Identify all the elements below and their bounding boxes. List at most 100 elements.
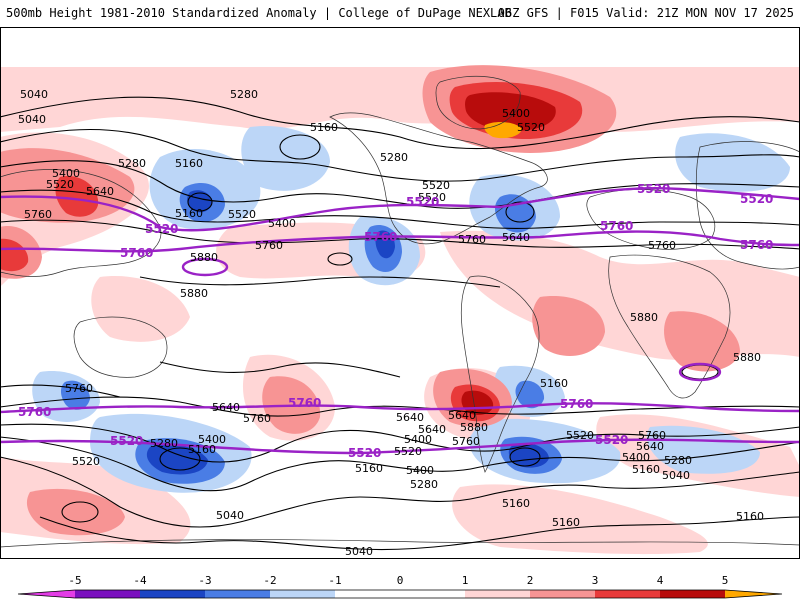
contour-label: 5160 (188, 443, 216, 456)
contour-label: 5760 (65, 382, 93, 395)
contour-label: 5760 (458, 233, 486, 246)
legend-tick: 0 (397, 574, 404, 587)
key-contour-line (181, 257, 229, 277)
contour-label: 5160 (502, 497, 530, 510)
color-legend: -5 -4 -3 -2 -1 0 1 2 3 4 5 (17, 574, 783, 599)
key-contour-label: 5760 (560, 397, 593, 411)
legend-bin-m4 (75, 590, 140, 598)
key-contour-labels: 5520 5760 5520 5760 5520 5760 5520 5760 … (18, 182, 773, 460)
contour-label: 5520 (72, 455, 100, 468)
anomaly-positive-3 (0, 238, 29, 272)
contour-label: 5160 (552, 516, 580, 529)
contour-label: 5160 (540, 377, 568, 390)
key-contour-line (0, 438, 800, 455)
contour-label: 5280 (150, 437, 178, 450)
legend-ticks: -5 -4 -3 -2 -1 0 1 2 3 4 5 (68, 574, 728, 587)
anomaly-positive-2 (532, 296, 605, 356)
contour-label: 5040 (662, 469, 690, 482)
legend-bin-p1 (465, 590, 530, 598)
contour-label: 5520 (228, 208, 256, 221)
anomaly-positive-4 (465, 92, 556, 131)
contour-label: 5040 (20, 88, 48, 101)
anomaly-positive-1 (91, 276, 190, 342)
contour-label: 5880 (190, 251, 218, 264)
contour-label: 5160 (175, 207, 203, 220)
legend-tick: -5 (68, 574, 81, 587)
contour-label: 5520 (517, 121, 545, 134)
contour-label: 5040 (216, 509, 244, 522)
contour-label: 5640 (448, 409, 476, 422)
key-contour-line (0, 402, 800, 414)
contour-label: 5400 (268, 217, 296, 230)
legend-tick: -1 (328, 574, 341, 587)
contour-label: 5160 (632, 463, 660, 476)
key-contour-line (678, 362, 722, 382)
contour-label: 5400 (52, 167, 80, 180)
contour-label: 5520 (394, 445, 422, 458)
height-contours (0, 96, 800, 551)
contour-label: 5280 (118, 157, 146, 170)
legend-tick: 1 (462, 574, 469, 587)
contour-label: 5880 (180, 287, 208, 300)
anomaly-negative-1 (646, 425, 760, 474)
legend-bin-p4 (660, 590, 725, 598)
contour-label: 5760 (638, 429, 666, 442)
legend-tick: 3 (592, 574, 599, 587)
key-contour-label: 5760 (18, 405, 51, 419)
key-contour-label: 5520 (145, 222, 178, 236)
legend-bin-p5 (725, 590, 782, 598)
contour-label: 5280 (230, 88, 258, 101)
contour-label: 5760 (452, 435, 480, 448)
legend-bin-m2 (205, 590, 270, 598)
model-valid-time: 06Z GFS | F015 Valid: 21Z MON NOV 17 202… (497, 6, 794, 20)
anomaly-positive-1 (452, 484, 708, 555)
contour-label: 5520 (566, 429, 594, 442)
anomaly-positive-5 (484, 121, 522, 139)
contour-label: 5760 (243, 412, 271, 425)
contour-label: 5640 (86, 185, 114, 198)
legend-bin-p2 (530, 590, 595, 598)
contour-label: 5280 (664, 454, 692, 467)
anomaly-map: 5040 5280 5160 5160 5280 5400 5520 5640 … (0, 27, 800, 559)
key-contour-line (0, 230, 800, 253)
anomaly-negative-3 (187, 190, 212, 213)
key-contour-label: 5520 (740, 192, 773, 206)
key-contours (0, 187, 800, 455)
contour-label: 5880 (630, 311, 658, 324)
contour-label: 5640 (212, 401, 240, 414)
contour-label: 5160 (355, 462, 383, 475)
anomaly-negative-1 (241, 126, 330, 191)
key-contour-label: 5760 (288, 396, 321, 410)
contour-label: 5040 (345, 545, 373, 558)
contour-label: 5400 (406, 464, 434, 477)
contour-label: 5760 (255, 239, 283, 252)
map-title: 500mb Height 1981-2010 Standardized Anom… (6, 6, 512, 20)
contour-label: 5280 (380, 151, 408, 164)
legend-bins (17, 589, 783, 599)
legend-bin-m5 (18, 590, 75, 598)
contour-label: 5040 (18, 113, 46, 126)
contour-label: 5400 (502, 107, 530, 120)
anomaly-negative-1 (675, 133, 790, 192)
key-contour-label: 5520 (406, 195, 439, 209)
legend-bin-0 (335, 590, 465, 598)
contour-label: 5160 (310, 121, 338, 134)
legend-bin-m3 (140, 590, 205, 598)
key-contour-line (0, 187, 800, 232)
contour-label: 5520 (46, 178, 74, 191)
anomaly-negative-2 (515, 380, 545, 409)
key-contour-label: 5760 (120, 246, 153, 260)
contour-label: 5880 (460, 421, 488, 434)
legend-tick: -3 (198, 574, 211, 587)
contour-label: 5640 (502, 231, 530, 244)
contour-labels: 5040 5280 5160 5160 5280 5400 5520 5640 … (18, 88, 764, 558)
contour-label: 5160 (736, 510, 764, 523)
contour-label: 5520 (418, 191, 446, 204)
contour-label: 5520 (422, 179, 450, 192)
key-contour-label: 5520 (595, 433, 628, 447)
legend-tick: 4 (657, 574, 664, 587)
contour-label: 5280 (410, 478, 438, 491)
legend-bin-m1 (270, 590, 335, 598)
contour-label: 5640 (418, 423, 446, 436)
key-contour-label: 5520 (110, 434, 143, 448)
